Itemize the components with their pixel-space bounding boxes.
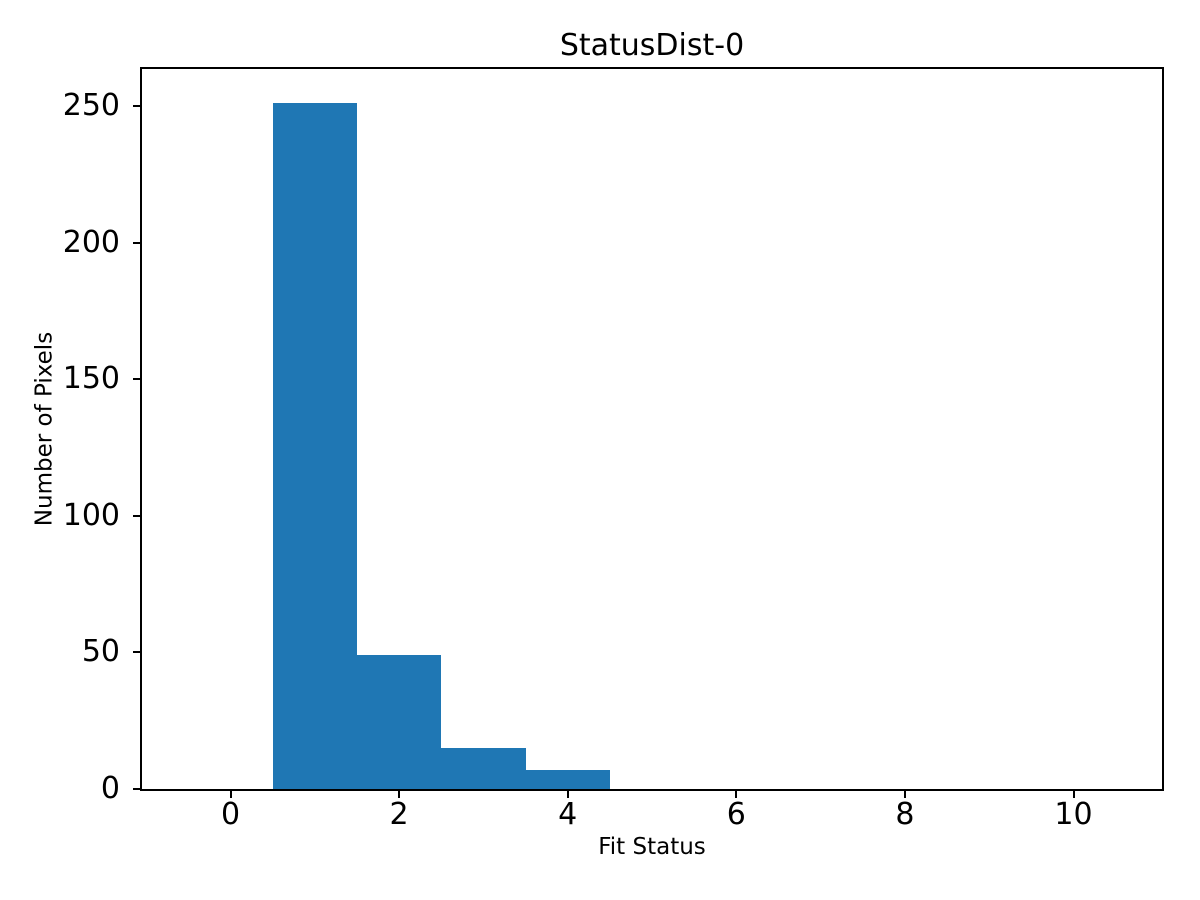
x-axis-label: Fit Status — [598, 834, 706, 860]
y-tick-label: 250 — [62, 88, 120, 123]
y-tick-mark — [133, 378, 142, 381]
y-tick-label: 200 — [62, 224, 120, 260]
x-tick-mark — [1072, 789, 1075, 798]
y-tick-label: 150 — [62, 361, 120, 397]
histogram-bar — [441, 748, 526, 789]
x-tick-label: 2 — [389, 797, 409, 832]
x-tick-label: 0 — [220, 797, 241, 832]
y-tick-mark — [133, 514, 142, 517]
x-tick-mark — [398, 789, 401, 798]
x-tick-label: 4 — [558, 797, 578, 832]
y-tick-label: 50 — [81, 634, 120, 670]
x-tick-label: 6 — [726, 797, 746, 832]
x-tick-mark — [566, 789, 569, 798]
x-tick-label: 8 — [895, 797, 915, 832]
x-tick-mark — [735, 789, 738, 798]
y-tick-label: 0 — [100, 771, 120, 806]
y-tick-mark — [133, 651, 142, 654]
y-tick-mark — [133, 241, 142, 244]
x-tick-mark — [229, 789, 232, 798]
y-tick-mark — [133, 788, 142, 790]
y-tick-label: 100 — [62, 497, 120, 533]
plot-area: 0 2 4 6 8 10 0 50 100 150 200 250 — [63, 67, 1164, 830]
histogram-bar — [357, 655, 442, 789]
x-tick-label: 10 — [1054, 797, 1093, 832]
y-tick-mark — [133, 105, 142, 107]
histogram-bar — [525, 769, 610, 789]
x-tick-mark — [903, 789, 906, 798]
chart-title: StatusDist-0 — [559, 28, 745, 63]
histogram-bar — [272, 103, 357, 789]
y-axis-label: Number of Pixels — [31, 331, 58, 527]
